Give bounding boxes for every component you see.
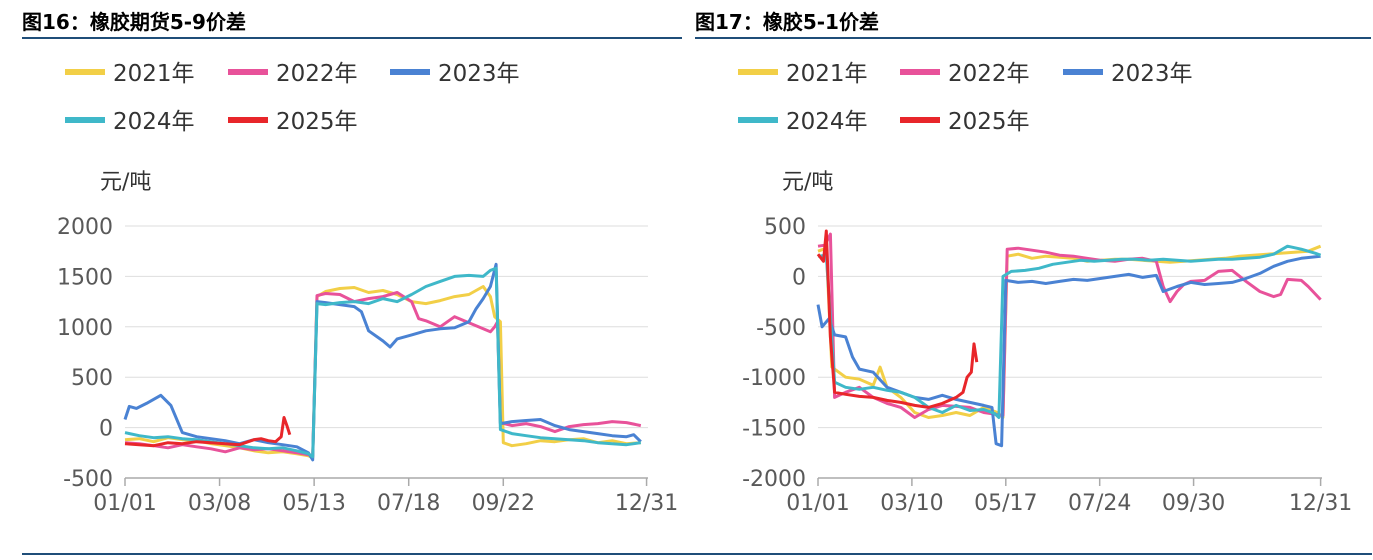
left-legend-label: 2023年 [438, 61, 520, 87]
left-legend-item-2021年: 2021年 [65, 61, 195, 87]
chart-title-left: 图16：橡胶期货5-9价差 [22, 10, 246, 34]
bottom-divider [22, 553, 1372, 555]
left-legend-item-2022年: 2022年 [228, 61, 358, 87]
left-y-tick-label: 500 [71, 366, 113, 391]
right-series-line-2025年 [816, 229, 979, 409]
right-y-tick-label: 500 [764, 215, 806, 240]
right-y-axis-unit: 元/吨 [782, 170, 833, 195]
left-legend-item-2024年: 2024年 [65, 109, 195, 135]
right-x-tick-label: 12/31 [1289, 491, 1352, 516]
right-y-tick-label: -1000 [742, 366, 806, 391]
left-series-line-2023年 [123, 262, 642, 462]
left-series-line-2021年 [124, 285, 641, 460]
left-y-tick-label: 2000 [57, 215, 113, 240]
right-legend-item-2024年: 2024年 [738, 109, 868, 135]
right-x-tick-label: 03/10 [880, 491, 943, 516]
left-legend-label: 2025年 [276, 109, 358, 135]
right-y-tick-label: -500 [756, 316, 806, 341]
right-legend-item-2023年: 2023年 [1063, 61, 1193, 87]
left-legend-label: 2021年 [113, 61, 195, 87]
right-series-line-2024年 [817, 244, 1322, 419]
right-x-tick-label: 05/17 [974, 491, 1037, 516]
right-legend-item-2022年: 2022年 [900, 61, 1030, 87]
left-y-axis-unit: 元/吨 [100, 170, 151, 195]
chart-title-right: 图17：橡胶5-1价差 [695, 10, 879, 34]
right-y-tick-label: -2000 [742, 467, 806, 492]
right-legend-label: 2024年 [786, 109, 868, 135]
right-legend-item-2021年: 2021年 [738, 61, 868, 87]
left-y-tick-label: 0 [99, 417, 113, 442]
left-x-tick-label: 01/01 [93, 491, 156, 516]
left-x-tick-label: 09/22 [472, 491, 535, 516]
right-series-line-2021年 [817, 244, 1322, 419]
title-underline-left [22, 37, 682, 39]
right-legend-label: 2025年 [948, 109, 1030, 135]
left-y-tick-label: -500 [63, 467, 113, 492]
left-y-tick-label: 1500 [57, 265, 113, 290]
left-x-tick-label: 05/13 [282, 491, 345, 516]
right-legend-label: 2023年 [1111, 61, 1193, 87]
left-series-line-2025年 [124, 416, 292, 448]
right-legend-item-2025年: 2025年 [900, 109, 1030, 135]
left-x-tick-label: 12/31 [615, 491, 678, 516]
right-x-tick-label: 07/24 [1068, 491, 1131, 516]
left-x-tick-label: 07/18 [377, 491, 440, 516]
left-y-tick-label: 1000 [57, 316, 113, 341]
left-legend-label: 2024年 [113, 109, 195, 135]
left-legend-item-2025年: 2025年 [228, 109, 358, 135]
right-legend-label: 2022年 [948, 61, 1030, 87]
right-y-tick-label: -1500 [742, 417, 806, 442]
left-x-tick-label: 03/08 [188, 491, 251, 516]
left-legend-item-2023年: 2023年 [390, 61, 520, 87]
right-series-line-2023年 [816, 254, 1321, 448]
left-series-line-2022年 [124, 291, 642, 458]
right-y-tick-label: 0 [792, 265, 806, 290]
right-series-line-2022年 [817, 232, 1322, 419]
right-x-tick-label: 01/01 [786, 491, 849, 516]
right-legend-label: 2021年 [786, 61, 868, 87]
title-underline-right [695, 37, 1371, 39]
left-legend-label: 2022年 [276, 61, 358, 87]
right-x-tick-label: 09/30 [1162, 491, 1225, 516]
